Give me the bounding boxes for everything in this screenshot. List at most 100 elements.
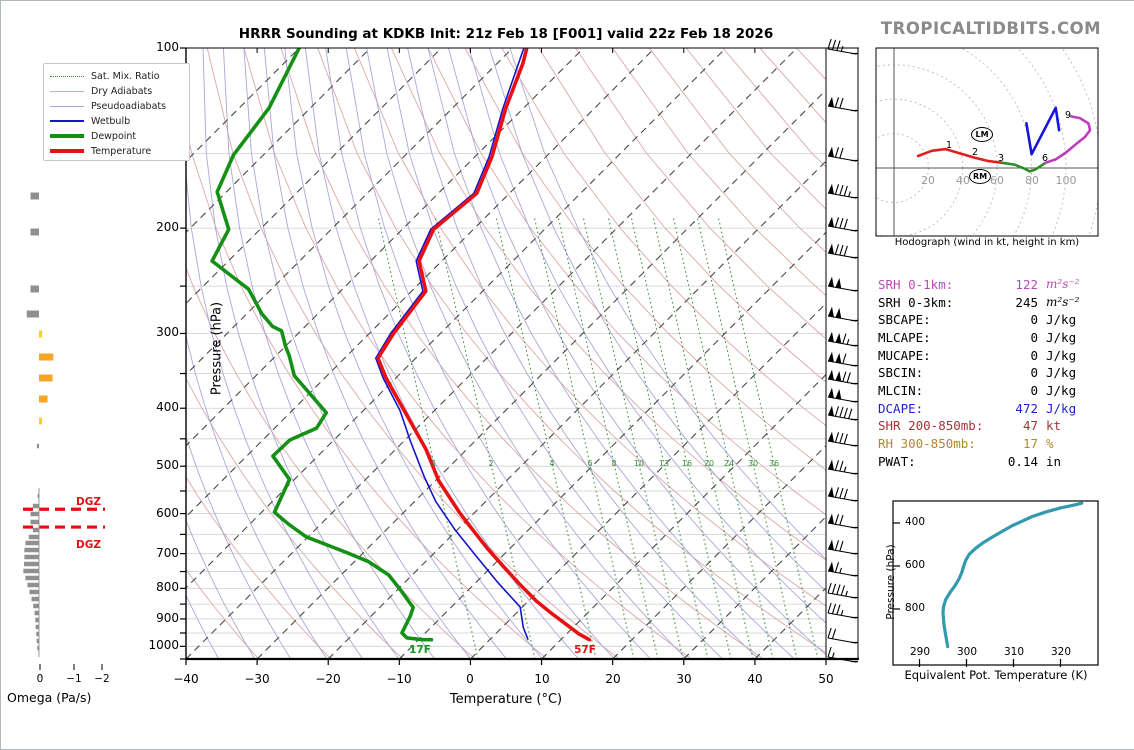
legend-line-sample xyxy=(50,75,84,77)
stat-unit: m²s⁻² xyxy=(1046,294,1080,309)
left-mover-marker: LM xyxy=(971,127,993,142)
wind-barbs xyxy=(827,38,858,663)
legend-item-label: Pseudoadiabats xyxy=(91,100,167,112)
stat-row-sbcape: SBCAPE: 0 J/kg xyxy=(878,312,1128,329)
wetbulb-curve xyxy=(374,48,529,640)
stat-label: SRH 0-1km: xyxy=(878,277,954,292)
stat-unit: J/kg xyxy=(1046,382,1077,398)
hodograph-tick-60: 60 xyxy=(990,174,1004,187)
stat-value: 122 xyxy=(1015,277,1038,292)
temperature-tick--20: −20 xyxy=(315,672,341,686)
stat-value: 245 xyxy=(1015,294,1038,310)
temperature-tick-50: 50 xyxy=(818,672,834,686)
temperature-tick-20: 20 xyxy=(605,672,621,686)
stat-value: 0 xyxy=(1030,347,1038,363)
omega-tick--1: −1 xyxy=(66,673,82,685)
stat-value: 0.14 xyxy=(1007,453,1038,469)
pressure-tick-700: 700 xyxy=(156,546,179,560)
mixing-ratio-label-36: 36 xyxy=(768,459,780,468)
hodograph-height-label-6: 6 xyxy=(1041,153,1049,164)
theta-e-panel xyxy=(892,500,1099,667)
mixing-ratio-label-1: 1 xyxy=(431,459,437,468)
omega-bars xyxy=(23,192,103,670)
stat-row-mlcape: MLCAPE: 0 J/kg xyxy=(878,330,1128,347)
legend-line-sample xyxy=(50,120,84,122)
hodograph-caption: Hodograph (wind in kt, height in km) xyxy=(894,237,1080,248)
stat-label: MUCAPE: xyxy=(878,347,931,363)
stat-label: DCAPE: xyxy=(878,400,924,416)
legend-item-label: Dewpoint xyxy=(91,130,137,142)
stat-label: MLCAPE: xyxy=(878,329,931,345)
hodograph-trace-seg_6_9km xyxy=(1044,115,1092,165)
hodograph-trace-seg_0_3km xyxy=(916,147,1004,165)
stat-unit: J/kg xyxy=(1046,347,1077,363)
stat-row-srh-0-3km: SRH 0-3km: 245 m²s⁻² xyxy=(878,295,1128,312)
stat-value: 17 xyxy=(1022,435,1038,451)
stat-row-mucape: MUCAPE: 0 J/kg xyxy=(878,348,1128,365)
pressure-tick-300: 300 xyxy=(156,325,179,339)
stat-row-pwat: PWAT: 0.14 in xyxy=(878,454,1128,471)
pressure-tick-800: 800 xyxy=(156,580,179,594)
surface-dewpoint-label: 17F xyxy=(409,644,431,656)
temperature-tick--10: −10 xyxy=(386,672,412,686)
right-mover-marker: RM xyxy=(969,169,991,184)
pressure-tick-200: 200 xyxy=(156,220,179,234)
page-title: HRRR Sounding at KDKB Init: 21z Feb 18 [… xyxy=(238,26,774,42)
mixing-ratio-label-10: 10 xyxy=(633,459,645,468)
mixing-ratio-label-6: 6 xyxy=(587,459,593,468)
legend-item-dry-adiabats: Dry Adiabats xyxy=(50,84,152,98)
legend-item-sat-mix-ratio: Sat. Mix. Ratio xyxy=(50,69,160,83)
legend-line-sample xyxy=(50,90,84,92)
surface-temperature-label: 57F xyxy=(574,644,596,656)
pressure-tick-1000: 1000 xyxy=(148,638,179,652)
mixing-ratio-label-13: 13 xyxy=(658,459,670,468)
hodograph-trace-seg_9_12km xyxy=(1025,106,1061,156)
stat-label: MLCIN: xyxy=(878,382,924,398)
legend-item-label: Dry Adiabats xyxy=(91,85,153,97)
stat-unit: J/kg xyxy=(1046,329,1077,345)
mixing-ratio-label-30: 30 xyxy=(747,459,759,468)
dewpoint-curve xyxy=(210,48,434,642)
legend-item-label: Wetbulb xyxy=(91,115,131,127)
pressure-axis-label: Pressure (hPa) xyxy=(209,301,225,396)
theta-e-curve xyxy=(941,501,1084,649)
hodograph-height-label-2: 2 xyxy=(971,147,979,158)
legend-item-dewpoint: Dewpoint xyxy=(50,129,136,143)
stat-value: 0 xyxy=(1030,312,1038,328)
stat-row-sbcin: SBCIN: 0 J/kg xyxy=(878,365,1128,382)
mixing-ratio-label-24: 24 xyxy=(723,459,735,468)
temperature-tick--40: −40 xyxy=(173,672,199,686)
hodograph-height-label-3: 3 xyxy=(997,153,1005,164)
hodograph-height-label-1: 1 xyxy=(945,140,953,151)
pressure-tick-600: 600 xyxy=(156,506,179,520)
watermark-text: TROPICALTIDBITS.COM xyxy=(880,19,1102,38)
theta-e-xtick-310: 310 xyxy=(1003,646,1025,658)
stat-unit: % xyxy=(1046,435,1054,451)
temperature-curve xyxy=(376,48,592,642)
stat-row-shr-200-850mb: SHR 200-850mb: 47 kt xyxy=(878,418,1128,435)
stat-value: 472 xyxy=(1015,400,1038,416)
hodograph-tick-40: 40 xyxy=(956,174,970,187)
stat-label: SBCAPE: xyxy=(878,312,931,328)
legend-item-wetbulb: Wetbulb xyxy=(50,114,130,128)
mixing-ratio-label-4: 4 xyxy=(549,459,555,468)
legend-line-sample xyxy=(50,134,84,138)
hodograph-trace-seg_3_6km xyxy=(1001,161,1047,173)
stat-label: SHR 200-850mb: xyxy=(878,418,984,434)
stat-label: PWAT: xyxy=(878,453,916,469)
stat-label: SBCIN: xyxy=(878,365,924,381)
pressure-tick-900: 900 xyxy=(156,611,179,625)
legend-item-temperature: Temperature xyxy=(50,144,151,158)
theta-e-xtick-300: 300 xyxy=(956,646,978,658)
theta-e-axis-label: Equivalent Pot. Temperature (K) xyxy=(904,668,1088,682)
hodograph-height-label-9: 9 xyxy=(1064,110,1072,121)
stat-label: SRH 0-3km: xyxy=(878,294,954,310)
stat-unit: in xyxy=(1046,453,1062,469)
pressure-tick-400: 400 xyxy=(156,400,179,414)
sounding-curves xyxy=(210,48,592,642)
temperature-tick--30: −30 xyxy=(244,672,270,686)
mixing-ratio-label-2: 2 xyxy=(488,459,494,468)
mixing-ratio-label-20: 20 xyxy=(703,459,715,468)
legend-item-pseudoadiabats: Pseudoadiabats xyxy=(50,99,166,113)
